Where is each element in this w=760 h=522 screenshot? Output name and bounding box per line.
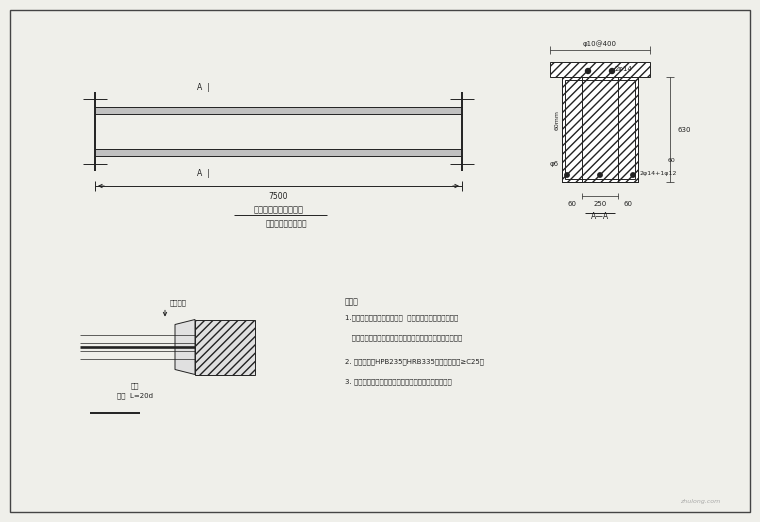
Text: 梁增大截面加固示意图: 梁增大截面加固示意图	[254, 206, 303, 215]
Text: （植筋喷射混凝土）: （植筋喷射混凝土）	[266, 219, 307, 229]
Text: 3. 施工前由业务部门组织施工现场情况作出处分规定。: 3. 施工前由业务部门组织施工现场情况作出处分规定。	[345, 378, 451, 385]
Text: 1.在于上梁侧及半截先生凿化  喷射砼，锚筋采用胶合剂。: 1.在于上梁侧及半截先生凿化 喷射砼，锚筋采用胶合剂。	[345, 314, 458, 321]
Text: 人工凿毛: 人工凿毛	[170, 299, 187, 305]
Text: φ10@400: φ10@400	[583, 40, 617, 47]
Text: 植筋: 植筋	[131, 383, 139, 389]
Text: 2φ14: 2φ14	[615, 66, 633, 72]
Text: |: |	[207, 170, 209, 179]
Text: 7500: 7500	[269, 192, 288, 201]
Text: A: A	[198, 170, 203, 179]
Text: 60: 60	[668, 158, 676, 162]
Bar	[562, 77, 582, 182]
Text: 2. 材料：钢筋HPB235或HRB335，砼面上等级≥C25。: 2. 材料：钢筋HPB235或HRB335，砼面上等级≥C25。	[345, 358, 484, 365]
Text: 60mm: 60mm	[555, 110, 560, 129]
Bar	[565, 80, 635, 179]
Text: 说明：: 说明：	[345, 297, 359, 306]
Circle shape	[598, 173, 602, 177]
Text: 60: 60	[568, 201, 577, 207]
Bar	[550, 62, 650, 77]
Text: φ6: φ6	[550, 161, 559, 167]
Text: 250: 250	[594, 201, 606, 207]
Polygon shape	[95, 107, 462, 114]
Bar	[618, 77, 638, 182]
Text: |: |	[207, 82, 209, 91]
Text: A—A: A—A	[591, 212, 609, 221]
Text: 2φ14+1φ12: 2φ14+1φ12	[640, 172, 677, 176]
Circle shape	[610, 68, 615, 74]
Text: A: A	[198, 82, 203, 91]
Polygon shape	[175, 319, 195, 374]
Bar	[195, 319, 255, 374]
Polygon shape	[95, 149, 462, 156]
Circle shape	[631, 173, 635, 177]
Bar	[562, 77, 638, 182]
Text: 锚筋  L=20d: 锚筋 L=20d	[117, 393, 153, 399]
Text: 630: 630	[678, 126, 692, 133]
Text: 60: 60	[623, 201, 632, 207]
Text: 胶合剂涂抹于剪裂弯曲砼土墙头层假后，喷射砼砌覆表上。: 胶合剂涂抹于剪裂弯曲砼土墙头层假后，喷射砼砌覆表上。	[345, 335, 462, 341]
Text: zhulong.com: zhulong.com	[679, 499, 720, 504]
Bar	[582, 77, 618, 182]
Circle shape	[585, 68, 591, 74]
Circle shape	[565, 173, 569, 177]
